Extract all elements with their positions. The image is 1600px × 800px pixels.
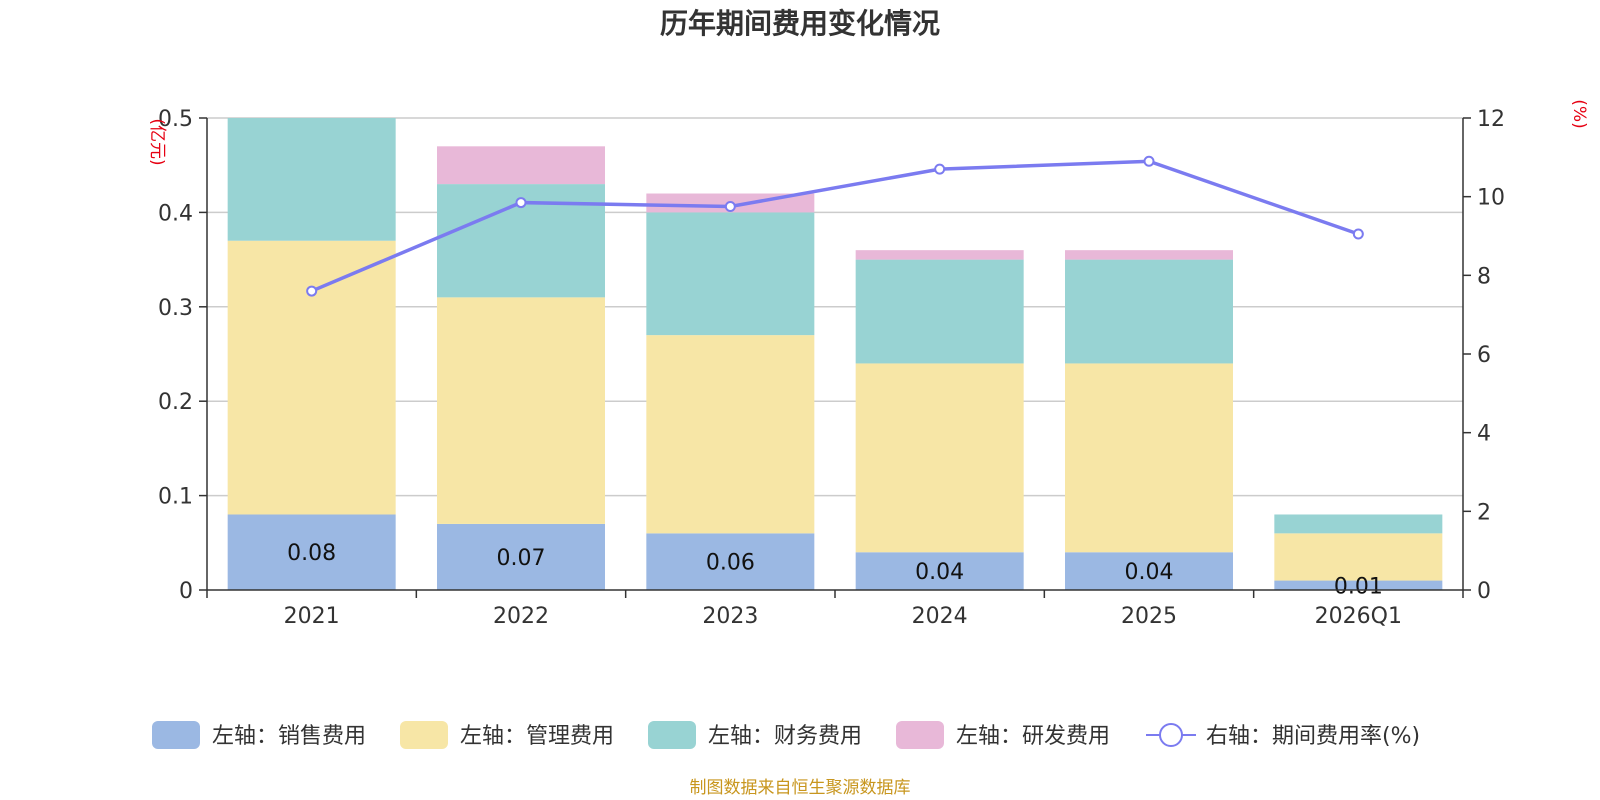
x-axis-tick-label: 2025: [1121, 604, 1177, 629]
axes: 0 0.1 0.2 0.3 0.4 0.5 0 2 4 6 8 10 12 (亿元) (%) 2021 2022…: [147, 99, 1589, 629]
left-axis-tick-label: 0.2: [158, 390, 193, 415]
left-axis-tick-label: 0: [179, 579, 193, 604]
bar-segment: [855, 363, 1024, 553]
legend-label: 右轴：期间费用率(%): [1206, 724, 1420, 749]
rate-point: [1143, 155, 1155, 167]
bar-segment: [227, 514, 396, 590]
rate-point: [515, 197, 527, 209]
bar-data-label: 0.04: [915, 560, 964, 585]
legend-swatch: [152, 721, 200, 749]
legend-label: 左轴：财务费用: [708, 724, 862, 749]
right-axis-unit: (%): [1569, 99, 1589, 128]
legend-label: 左轴：管理费用: [460, 724, 614, 749]
bar-data-label: 0.06: [706, 551, 755, 576]
bar-segment: [1274, 580, 1443, 590]
bar-series: [227, 118, 1443, 590]
right-axis-tick-label: 10: [1477, 186, 1505, 211]
right-axis-tick-label: 12: [1477, 107, 1505, 132]
chart-title: 历年期间费用变化情况: [660, 7, 940, 40]
bar-segment: [227, 240, 396, 515]
right-axis-tick-label: 4: [1477, 422, 1491, 447]
legend-marker: [1159, 723, 1183, 747]
bar-segment: [646, 212, 815, 336]
bar-segment: [437, 523, 605, 590]
bar-segment: [1065, 363, 1233, 553]
rate-point: [306, 285, 318, 297]
left-axis-tick-label: 0.3: [158, 296, 193, 321]
rate-point: [1352, 228, 1364, 240]
legend-label: 左轴：销售费用: [212, 724, 366, 749]
bar-segment: [646, 335, 815, 534]
bar-data-label: 0.04: [1125, 560, 1174, 585]
bar-data-label: 0.07: [497, 546, 546, 571]
bar-segment: [437, 146, 605, 185]
legend-swatch: [400, 721, 448, 749]
rate-line: [310, 159, 1359, 293]
bar-segment: [1065, 259, 1233, 364]
legend-swatch: [648, 721, 696, 749]
x-axis-tick-label: 2022: [493, 604, 549, 629]
source-note: 制图数据来自恒生聚源数据库: [690, 778, 911, 798]
bar-data-label: 0.01: [1334, 574, 1383, 599]
left-axis-tick-label: 0.1: [158, 485, 193, 510]
line-series: [306, 155, 1364, 297]
bar-data-label: 0.08: [287, 541, 336, 566]
rate-point: [724, 201, 736, 212]
x-axis-tick-label: 2024: [912, 604, 968, 629]
left-axis-tick-label: 0.5: [158, 107, 193, 132]
bar-segment: [855, 259, 1024, 364]
right-axis-tick-label: 0: [1477, 579, 1491, 604]
bar-segment: [1274, 514, 1443, 534]
rate-point: [934, 163, 946, 175]
bar-segment: [1274, 533, 1443, 581]
gridlines: [207, 117, 1463, 497]
x-axis-tick-label: 2021: [284, 604, 340, 629]
left-axis-unit: (亿元): [147, 118, 167, 165]
left-axis-tick-label: 0.4: [158, 201, 193, 226]
legend: 左轴：销售费用 左轴：管理费用 左轴：财务费用 左轴：研发费用 右轴：期间费用率(%): [152, 721, 1420, 749]
x-axis-tick-label: 2023: [702, 604, 758, 629]
bar-segment: [1065, 552, 1233, 590]
legend-label: 左轴：研发费用: [956, 724, 1110, 749]
bar-segment: [437, 297, 605, 524]
right-axis-tick-label: 6: [1477, 343, 1491, 368]
right-axis-tick-label: 2: [1477, 500, 1491, 525]
bar-segment: [646, 533, 815, 590]
bar-segment: [855, 552, 1024, 590]
bar-segment: [1065, 250, 1233, 260]
legend-swatch: [896, 721, 944, 749]
bar-segment: [855, 250, 1024, 260]
right-axis-tick-label: 8: [1477, 264, 1491, 289]
data-labels: 0.08 0.07 0.06 0.04 0.04 0.01: [287, 541, 1383, 599]
x-axis-tick-label: 2026Q1: [1315, 604, 1402, 629]
bar-segment: [227, 118, 396, 241]
